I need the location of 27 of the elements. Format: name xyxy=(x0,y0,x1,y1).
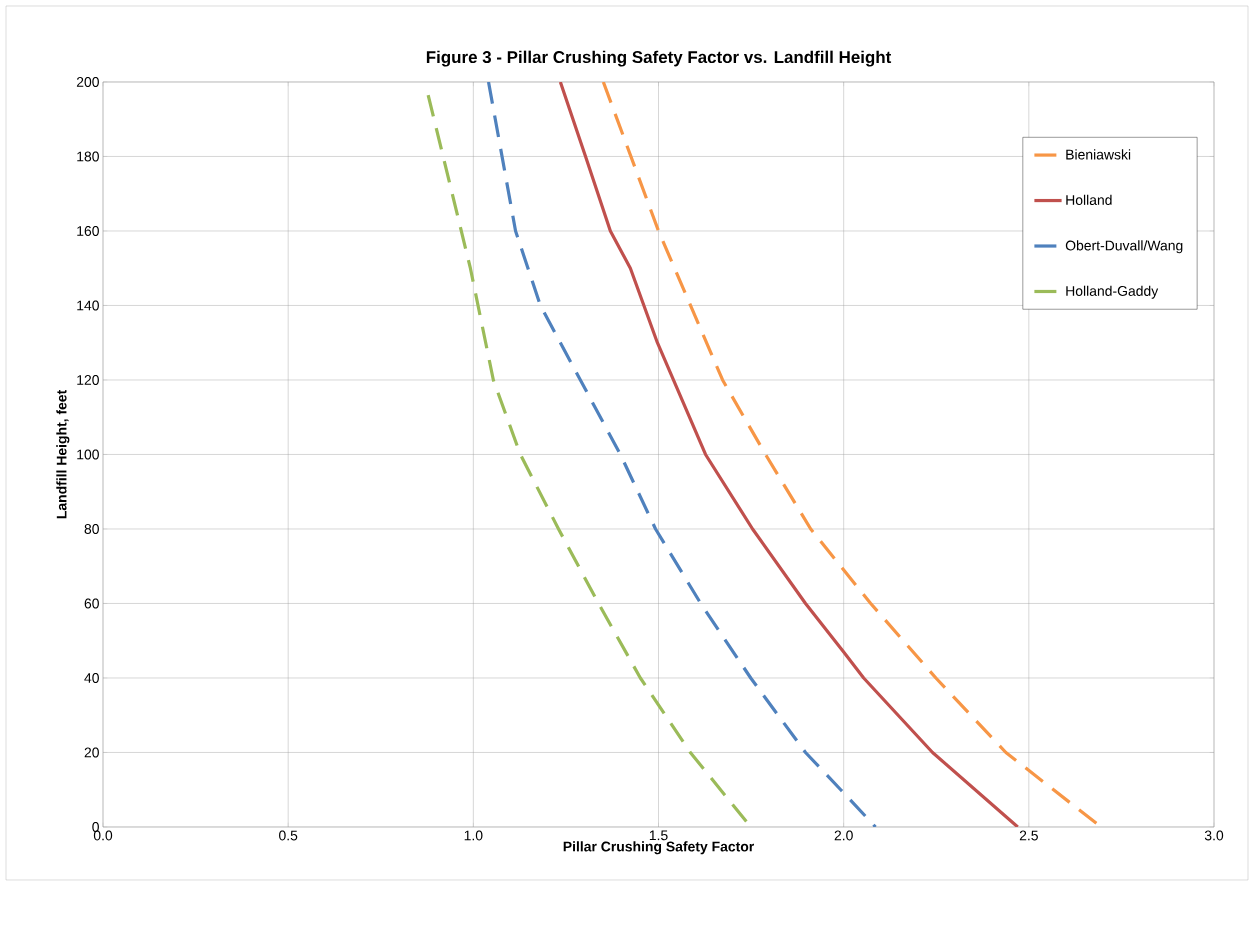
y-tick-label: 0 xyxy=(92,822,99,832)
x-tick-label: 0.5 xyxy=(279,830,298,841)
line-series xyxy=(558,81,1020,827)
y-tick-label: 100 xyxy=(77,449,99,460)
x-tick-label: 3.0 xyxy=(1204,830,1224,841)
y-tick-label: 200 xyxy=(76,77,99,87)
legend-label: Obert-Duvall/Wang xyxy=(1065,240,1183,254)
legend-label: Holland xyxy=(1066,194,1112,205)
y-tick-label: 40 xyxy=(84,673,99,683)
x-tick-label: 0.0 xyxy=(93,830,113,841)
y-tick-label: 160 xyxy=(77,226,99,236)
y-tick-label: 60 xyxy=(84,598,99,609)
chart-title: Figure 3 - Pillar Crushing Safety Factor vs. Landfill Height xyxy=(426,50,892,67)
legend-label: Bieniawski xyxy=(1066,149,1131,160)
legend-label: Holland-Gaddy xyxy=(1066,285,1159,299)
line-series xyxy=(486,81,878,827)
x-tick-label: 1.5 xyxy=(649,830,668,841)
y-tick-label: 120 xyxy=(77,375,99,385)
y-tick-label: 180 xyxy=(77,151,99,162)
y-tick-label: 80 xyxy=(84,524,99,534)
y-tick-label: 20 xyxy=(84,747,99,758)
x-tick-label: 2.0 xyxy=(834,830,853,841)
x-tick-label: 2.5 xyxy=(1019,830,1038,841)
x-tick-label: 1.0 xyxy=(464,830,483,841)
y-tick-label: 140 xyxy=(77,300,99,311)
y-axis-title: Landfill Height, feet xyxy=(56,389,70,519)
x-axis-title: Pillar Crushing Safety Factor xyxy=(563,841,755,855)
